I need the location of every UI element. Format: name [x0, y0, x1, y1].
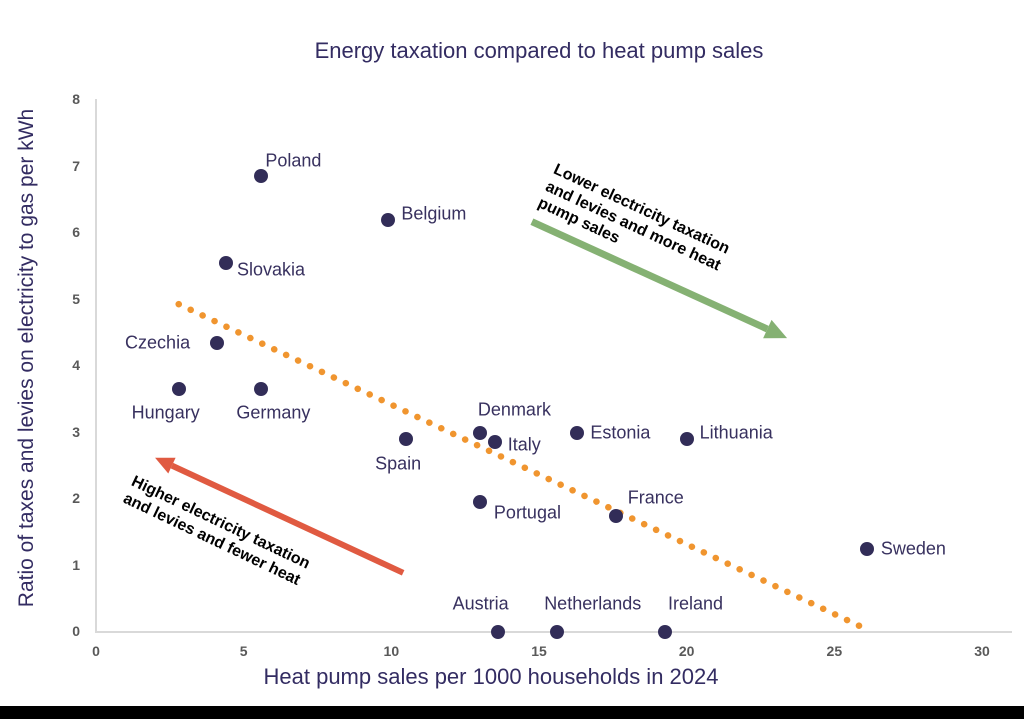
point-ireland	[657, 625, 672, 639]
point-label-italy: Italy	[507, 434, 541, 455]
y-tick-label: 1	[72, 556, 80, 573]
x-tick-label: 5	[239, 643, 248, 659]
point-czechia	[210, 335, 225, 350]
lower-taxation-note: Lower electricity taxation and levies and…	[534, 161, 732, 293]
point-poland	[254, 169, 269, 184]
point-label-portugal: Portugal	[493, 502, 561, 523]
point-portugal	[472, 495, 487, 510]
point-label-germany: Germany	[236, 402, 311, 423]
point-sweden	[859, 541, 874, 556]
point-label-lithuania: Lithuania	[699, 422, 773, 443]
x-tick-label: 20	[678, 643, 695, 659]
point-netherlands	[549, 625, 564, 639]
point-label-netherlands: Netherlands	[544, 593, 642, 614]
y-tick-label: 2	[72, 490, 80, 506]
x-tick-label: 30	[974, 643, 990, 659]
point-slovakia	[218, 255, 233, 270]
point-lithuania	[679, 432, 694, 447]
point-label-belgium: Belgium	[401, 203, 467, 224]
point-label-poland: Poland	[265, 150, 322, 171]
chart-title: Energy taxation compared to heat pump sa…	[314, 38, 764, 63]
point-label-austria: Austria	[452, 593, 509, 614]
point-hungary	[171, 382, 186, 397]
point-denmark	[472, 425, 487, 440]
point-belgium	[381, 212, 396, 227]
higher-taxation-note-arrow-head	[155, 457, 176, 474]
point-italy	[487, 435, 502, 450]
point-label-ireland: Ireland	[667, 593, 724, 614]
x-axis-title: Heat pump sales per 1000 households in 2…	[263, 664, 719, 689]
y-tick-label: 8	[72, 91, 80, 107]
point-france	[608, 508, 623, 523]
point-label-sweden: Sweden	[880, 538, 946, 559]
x-tick-label: 10	[383, 643, 400, 659]
y-tick-label: 6	[72, 224, 80, 240]
x-tick-label: 0	[92, 643, 100, 659]
y-axis-title: Ratio of taxes and levies on electricity…	[15, 108, 38, 608]
y-axis-line	[95, 99, 97, 633]
y-tick-label: 0	[72, 623, 80, 639]
point-label-denmark: Denmark	[477, 399, 551, 419]
point-label-slovakia: Slovakia	[236, 259, 305, 280]
x-tick-label: 25	[826, 643, 843, 659]
y-tick-label: 3	[72, 423, 80, 440]
x-tick-label: 15	[531, 643, 547, 659]
point-label-hungary: Hungary	[131, 402, 200, 423]
point-label-czechia: Czechia	[125, 332, 191, 353]
bottom-black-bar	[0, 706, 1024, 719]
point-label-estonia: Estonia	[590, 422, 651, 442]
y-tick-label: 4	[72, 357, 80, 373]
y-tick-label: 5	[72, 290, 80, 307]
higher-taxation-note: Higher electricity taxation and levies an…	[120, 473, 313, 591]
point-germany	[254, 382, 269, 397]
lower-taxation-note-arrow-head	[763, 319, 788, 339]
point-austria	[490, 625, 505, 639]
point-label-france: France	[627, 487, 684, 508]
point-spain	[399, 432, 414, 447]
point-label-spain: Spain	[375, 453, 422, 474]
y-tick-label: 7	[72, 157, 80, 174]
point-estonia	[570, 425, 585, 440]
